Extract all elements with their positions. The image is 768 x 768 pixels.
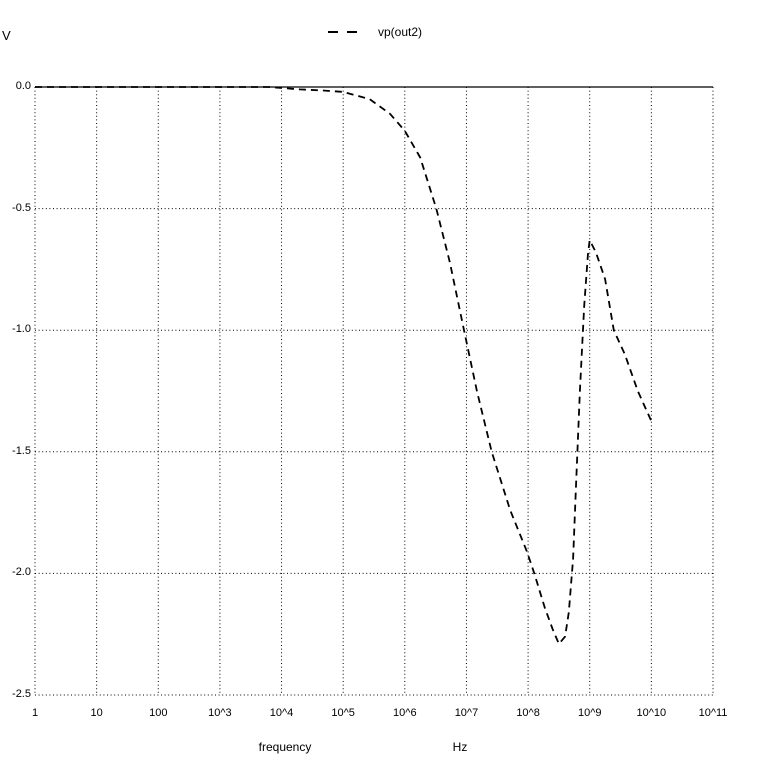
dashed-line-sample-icon xyxy=(328,31,364,33)
y-tick-label: -1.5 xyxy=(12,445,31,457)
x-axis-title: frequency xyxy=(258,740,312,754)
x-tick-label: 1 xyxy=(31,707,39,719)
x-axis-unit: Hz xyxy=(452,740,468,754)
series-curve-vp-out2 xyxy=(35,86,653,645)
x-tick-label: 10^3 xyxy=(208,707,232,719)
x-tick-label: 10^5 xyxy=(331,707,355,719)
x-tick-label: 10^10 xyxy=(636,707,667,719)
y-tick-label: -0.5 xyxy=(12,202,31,214)
x-tick-label: 10^9 xyxy=(577,707,602,719)
x-tick-label: 10 xyxy=(90,707,103,719)
legend: vp(out2) xyxy=(327,25,422,39)
y-tick-label: -2.0 xyxy=(12,566,31,578)
y-axis-unit-label: V xyxy=(2,28,11,43)
legend-series-label: vp(out2) xyxy=(378,25,423,39)
x-tick-label: 10^11 xyxy=(698,707,728,719)
x-tick-label: 10^8 xyxy=(516,707,540,719)
y-tick-label: -1.0 xyxy=(12,323,31,335)
x-tick-label: 10^7 xyxy=(454,707,479,719)
x-tick-label: 10^4 xyxy=(269,707,294,719)
x-tick-label: 100 xyxy=(149,707,168,719)
y-tick-label: -2.5 xyxy=(12,688,31,700)
y-tick-label: 0.0 xyxy=(15,80,31,92)
x-tick-label: 10^6 xyxy=(393,707,417,719)
